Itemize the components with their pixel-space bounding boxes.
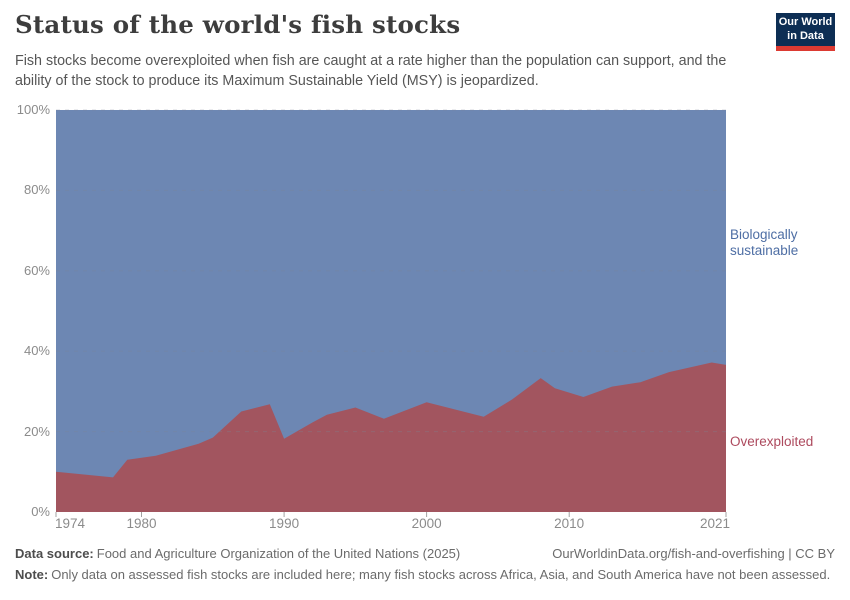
y-axis-label: 100% <box>16 102 50 117</box>
data-source-label: Data source: <box>15 546 94 561</box>
owid-logo-line2: in Data <box>787 29 824 42</box>
footer-source-row: Data source: Food and Agriculture Organiz… <box>15 546 835 561</box>
y-axis-label: 80% <box>23 182 50 198</box>
footer-note-row: Note: Only data on assessed fish stocks a… <box>15 567 835 582</box>
x-axis-label: 2010 <box>554 516 585 531</box>
x-axis-label: 1980 <box>126 516 157 531</box>
x-axis-label: 2000 <box>411 516 442 531</box>
y-axis-label: 20% <box>23 423 50 439</box>
page-title: Status of the world's fish stocks <box>15 10 461 39</box>
chart-subtitle: Fish stocks become overexploited when fi… <box>15 53 727 90</box>
data-source: Data source: Food and Agriculture Organiz… <box>15 546 460 561</box>
x-axis-label: 1974 <box>55 516 86 531</box>
x-axis-label: 1990 <box>269 516 300 531</box>
series-label-biologically-sustainable: Biologically sustainable <box>730 227 799 259</box>
y-axis-label: 0% <box>31 504 50 519</box>
owid-logo[interactable]: Our World in Data <box>776 13 835 51</box>
attribution-link[interactable]: OurWorldinData.org/fish-and-overfishing … <box>552 546 835 561</box>
note-label: Note: <box>15 567 49 582</box>
note-text: Only data on assessed fish stocks are in… <box>51 567 831 582</box>
y-axis-label: 40% <box>23 343 50 359</box>
stacked-area-chart <box>55 109 727 517</box>
x-axis-label: 2021 <box>699 516 730 531</box>
y-axis-label: 60% <box>23 262 50 278</box>
data-source-text: Food and Agriculture Organization of the… <box>96 546 461 561</box>
series-label-overexploited: Overexploited <box>730 434 814 449</box>
owid-logo-line1: Our World <box>778 16 833 29</box>
